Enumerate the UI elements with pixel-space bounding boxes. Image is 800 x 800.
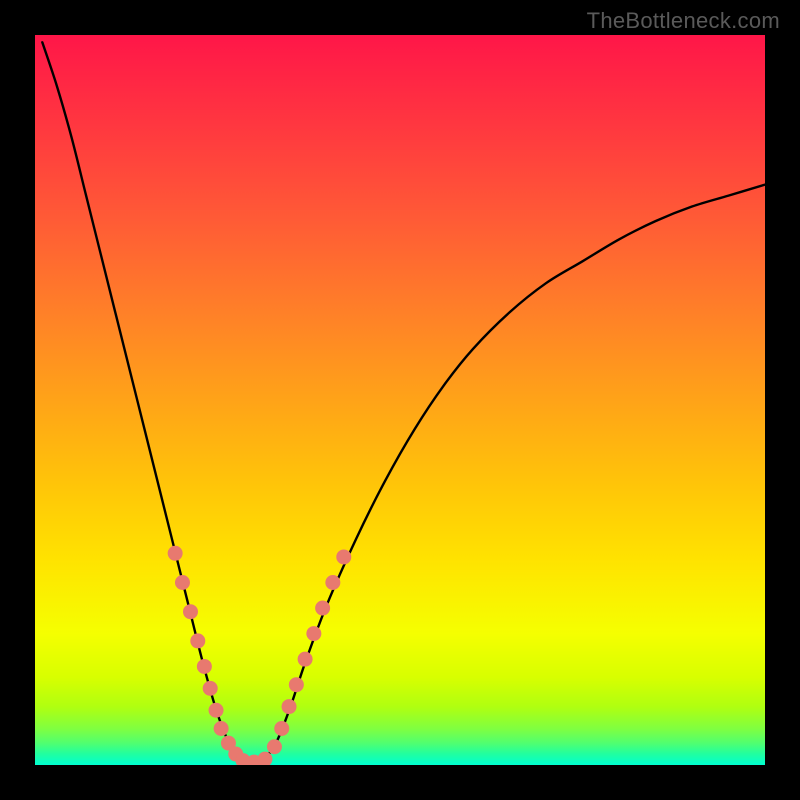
- data-marker: [298, 652, 313, 667]
- watermark-text: TheBottleneck.com: [587, 8, 780, 34]
- data-marker: [168, 546, 183, 561]
- plot-area: [35, 35, 765, 765]
- data-marker: [175, 575, 190, 590]
- gradient-background: [35, 35, 765, 765]
- chart-container: TheBottleneck.com: [0, 0, 800, 800]
- data-marker: [267, 739, 282, 754]
- chart-svg: [35, 35, 765, 765]
- data-marker: [203, 681, 218, 696]
- data-marker: [306, 626, 321, 641]
- data-marker: [209, 703, 224, 718]
- data-marker: [336, 549, 351, 564]
- data-marker: [325, 575, 340, 590]
- data-marker: [183, 604, 198, 619]
- data-marker: [197, 659, 212, 674]
- data-marker: [282, 699, 297, 714]
- data-marker: [214, 721, 229, 736]
- data-marker: [190, 633, 205, 648]
- data-marker: [274, 721, 289, 736]
- data-marker: [289, 677, 304, 692]
- data-marker: [315, 601, 330, 616]
